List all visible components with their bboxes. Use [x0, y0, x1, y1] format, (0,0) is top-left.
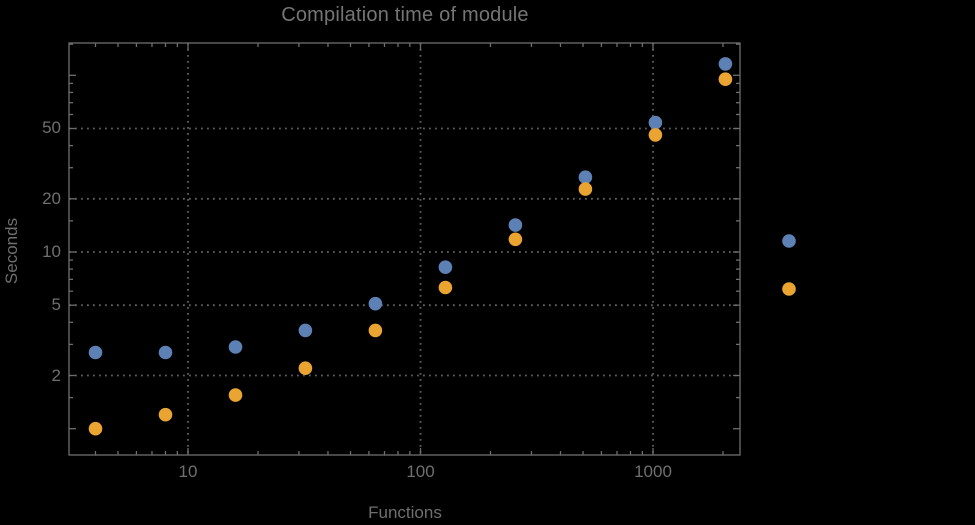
x-tick-label-100: 100: [406, 462, 435, 481]
y-tick-label-5: 5: [51, 295, 61, 315]
data-point-series-1-x2048: [718, 57, 733, 71]
data-point-series-1-x16: [228, 340, 243, 354]
data-point-series-2-x32: [298, 361, 313, 376]
chart-title: Compilation time of module: [281, 4, 529, 26]
data-point-series-1-x4: [88, 345, 103, 360]
data-point-series-1-x512: [578, 170, 593, 184]
data-point-series-2-x8: [158, 407, 173, 422]
data-point-series-2-x1024: [648, 128, 663, 142]
legend-marker-series-1: [782, 234, 796, 248]
data-point-series-2-x128: [438, 280, 453, 295]
data-point-series-2-x256: [508, 232, 523, 247]
data-point-series-1-x64: [368, 296, 383, 311]
legend-marker-series-2: [782, 282, 796, 296]
x-axis-label: Functions: [368, 503, 442, 522]
data-point-series-1-x32: [298, 323, 313, 338]
data-point-series-1-x128: [438, 260, 453, 275]
data-point-series-1-x1024: [648, 115, 663, 130]
data-point-series-2-x4: [88, 421, 103, 436]
y-tick-label-50: 50: [42, 118, 61, 138]
data-point-series-2-x64: [368, 323, 383, 338]
plot-frame: [68, 42, 741, 456]
x-tick-label-10: 10: [178, 462, 198, 481]
data-point-series-2-x2048: [718, 72, 733, 86]
x-tick-label-1000: 1000: [634, 462, 672, 481]
y-tick-label-10: 10: [42, 242, 61, 261]
data-point-series-2-x512: [578, 182, 593, 196]
data-point-series-1-x8: [158, 345, 173, 360]
data-point-series-1-x256: [508, 218, 523, 232]
y-tick-label-20: 20: [42, 188, 61, 208]
y-tick-label-2: 2: [51, 365, 61, 385]
data-point-series-2-x16: [228, 388, 243, 402]
